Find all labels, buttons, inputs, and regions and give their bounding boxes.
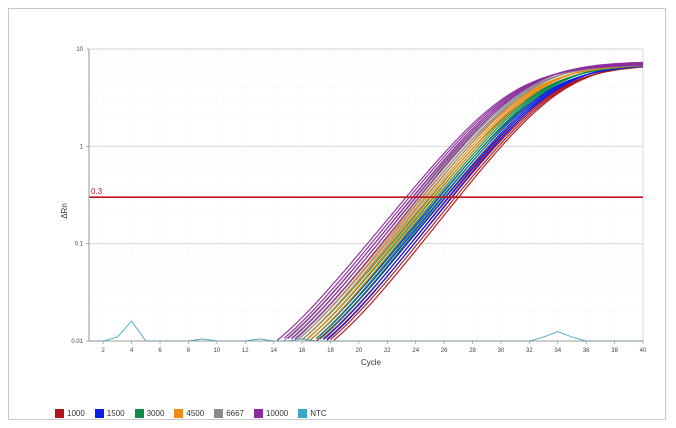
x-tick-label: 38 — [611, 348, 618, 354]
x-tick-label: 34 — [554, 348, 561, 354]
x-tick-label: 28 — [469, 348, 476, 354]
legend-item-NTC: NTC — [298, 408, 327, 418]
x-tick-label: 32 — [526, 348, 533, 354]
x-tick-label: 8 — [187, 348, 191, 354]
legend-label: 1000 — [67, 408, 85, 418]
legend-item-6667: 6667 — [214, 408, 244, 418]
y-tick-label: 10 — [76, 47, 83, 53]
legend-label: 10000 — [265, 408, 289, 418]
threshold-label: 0.3 — [91, 187, 103, 196]
axes: 2 4 6 8 10 12 14 16 18 20 22 24 26 28 30 32 34 36 38 401010… — [71, 47, 647, 354]
series-1000-line — [333, 64, 644, 341]
series-10000-line — [294, 61, 644, 341]
x-tick-label: 4 — [130, 348, 134, 354]
x-tick-label: 12 — [242, 348, 249, 354]
legend: 1000 1500 3000 4500 6667 10000 NTC — [55, 406, 327, 420]
y-tick-label: 0.1 — [75, 242, 84, 248]
x-tick-label: 24 — [412, 348, 419, 354]
curve-group — [89, 61, 644, 342]
series-1500-line — [326, 63, 644, 341]
legend-label: NTC — [310, 408, 327, 418]
x-tick-label: 20 — [356, 348, 363, 354]
x-tick-label: 26 — [441, 348, 448, 354]
y-axis-label: ΔRn — [60, 203, 69, 219]
x-tick-label: 10 — [214, 348, 221, 354]
x-tick-label: 22 — [384, 348, 391, 354]
x-tick-label: 36 — [583, 348, 590, 354]
x-tick-label: 6 — [158, 348, 162, 354]
x-tick-label: 30 — [498, 348, 505, 354]
x-axis-label: Cycle — [361, 358, 382, 367]
legend-item-1500: 1500 — [94, 408, 125, 418]
legend-item-10000: 10000 — [253, 408, 289, 418]
legend-label: 6667 — [226, 408, 244, 418]
legend-swatch — [214, 408, 224, 418]
legend-item-3000: 3000 — [134, 408, 165, 418]
legend-swatch — [94, 408, 104, 418]
legend-label: 1500 — [106, 408, 125, 418]
legend-swatch — [55, 408, 64, 418]
x-tick-label: 40 — [640, 348, 647, 354]
threshold-group: 0.3 — [89, 187, 643, 199]
legend-label: 3000 — [146, 408, 165, 418]
series-3000-line — [319, 62, 644, 340]
legend-swatch — [253, 408, 263, 418]
y-tick-label: 1 — [80, 144, 84, 150]
legend-swatch — [174, 408, 184, 418]
x-tick-label: 14 — [270, 348, 277, 354]
x-tick-label: 2 — [102, 348, 106, 354]
chart-frame: 0.3 2 4 6 8 10 12 14 16 18 20 22 24 26 28 30 32 34 36 38 40… — [8, 8, 666, 420]
legend-item-4500: 4500 — [174, 408, 205, 418]
legend-label: 4500 — [186, 408, 205, 418]
legend-swatch — [134, 408, 144, 418]
legend-swatch — [298, 408, 308, 418]
amplification-plot: 0.3 2 4 6 8 10 12 14 16 18 20 22 24 26 28 30 32 34 36 38 40… — [60, 47, 647, 367]
legend-item-1000: 1000 — [55, 408, 85, 418]
x-tick-label: 18 — [327, 348, 334, 354]
y-tick-label: 0.01 — [71, 339, 83, 345]
x-tick-label: 16 — [299, 348, 306, 354]
